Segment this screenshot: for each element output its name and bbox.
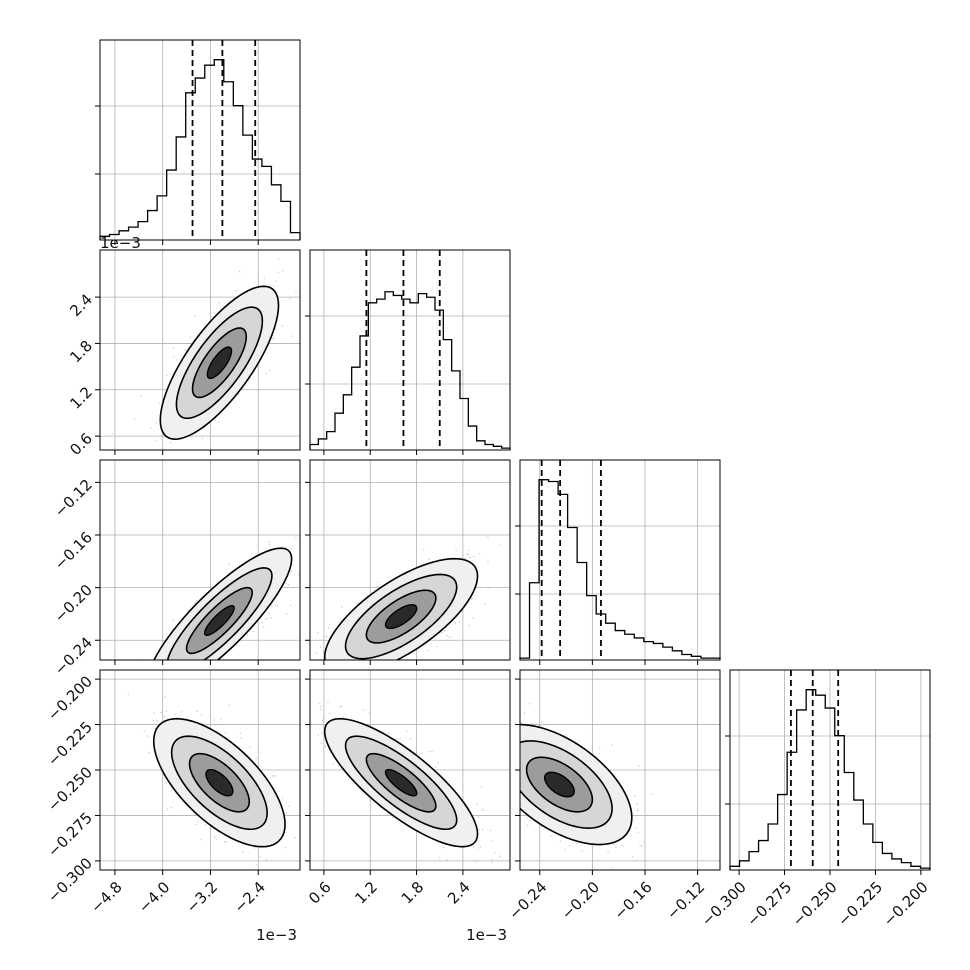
y-tick-label: −0.16 bbox=[51, 528, 96, 573]
scatter-panel bbox=[305, 669, 511, 875]
x-tick-label: 1.2 bbox=[351, 878, 381, 908]
panels-layer bbox=[95, 39, 931, 875]
panel-frame bbox=[99, 39, 301, 241]
panel-content bbox=[112, 258, 297, 444]
histogram-step bbox=[519, 479, 721, 660]
y-tick-label: −0.225 bbox=[44, 718, 96, 770]
x-tick-label: −3.2 bbox=[183, 878, 221, 916]
y-tick-label: 1.8 bbox=[66, 337, 96, 367]
y-tick-label: 1.2 bbox=[66, 383, 96, 413]
x-tick-label: −0.16 bbox=[611, 878, 656, 923]
histogram-step bbox=[729, 689, 931, 870]
density-contour bbox=[384, 604, 418, 630]
x-tick-label: −0.300 bbox=[698, 878, 750, 930]
panel-background bbox=[310, 250, 510, 450]
scatter-panel bbox=[515, 669, 721, 875]
panel-frame bbox=[99, 249, 301, 451]
y-tick-label: −0.275 bbox=[44, 809, 96, 861]
panel-content bbox=[520, 703, 654, 869]
x-tick-label: −2.4 bbox=[230, 878, 268, 916]
y-tick-label: −0.12 bbox=[51, 476, 96, 521]
panel-frame bbox=[309, 459, 511, 661]
histogram-panel bbox=[305, 249, 511, 455]
histogram-panel bbox=[725, 669, 931, 875]
panel-content bbox=[317, 701, 501, 870]
histogram-step bbox=[309, 291, 511, 450]
panel-frame bbox=[309, 249, 511, 451]
x-tick-label: −4.8 bbox=[87, 878, 125, 916]
y-offset-label: 1e−3 bbox=[100, 234, 141, 252]
density-contour bbox=[203, 605, 235, 637]
panel-frame bbox=[99, 459, 301, 661]
density-contour bbox=[384, 768, 418, 797]
y-tick-label: −0.24 bbox=[51, 634, 96, 679]
x-tick-label: 1.8 bbox=[398, 878, 428, 908]
scatter-panel bbox=[95, 459, 301, 665]
panel-background bbox=[100, 40, 300, 240]
x-tick-label: −0.225 bbox=[834, 878, 886, 930]
panel-background bbox=[520, 460, 720, 660]
x-tick-label: −0.250 bbox=[789, 878, 841, 930]
x-offset-label: 1e−3 bbox=[256, 926, 297, 944]
panel-content bbox=[316, 536, 501, 660]
panel-frame bbox=[519, 459, 721, 661]
x-offset-label: 1e−3 bbox=[466, 926, 507, 944]
scatter-panel bbox=[305, 459, 511, 665]
y-tick-label: −0.300 bbox=[44, 854, 96, 906]
scatter-panel bbox=[95, 669, 301, 875]
density-contour bbox=[206, 346, 233, 380]
panel-content bbox=[141, 537, 300, 660]
histogram-panel bbox=[515, 459, 721, 665]
x-tick-label: 2.4 bbox=[444, 878, 474, 908]
y-tick-label: 0.6 bbox=[66, 429, 96, 459]
y-tick-label: −0.200 bbox=[44, 672, 96, 724]
histogram-step bbox=[99, 59, 301, 240]
density-contour bbox=[205, 768, 234, 797]
x-tick-label: −4.0 bbox=[135, 878, 173, 916]
y-tick-label: −0.20 bbox=[51, 581, 96, 626]
x-tick-label: 0.6 bbox=[305, 878, 335, 908]
y-tick-label: −0.250 bbox=[44, 763, 96, 815]
x-tick-label: −0.275 bbox=[743, 878, 795, 930]
density-contour bbox=[543, 771, 575, 798]
x-tick-label: −0.20 bbox=[558, 878, 603, 923]
x-tick-label: −0.24 bbox=[505, 878, 550, 923]
panel-content bbox=[127, 693, 296, 866]
scatter-panel bbox=[95, 249, 301, 455]
histogram-panel bbox=[95, 39, 301, 245]
y-tick-label: 2.4 bbox=[66, 290, 96, 320]
x-tick-label: −0.200 bbox=[880, 878, 932, 930]
